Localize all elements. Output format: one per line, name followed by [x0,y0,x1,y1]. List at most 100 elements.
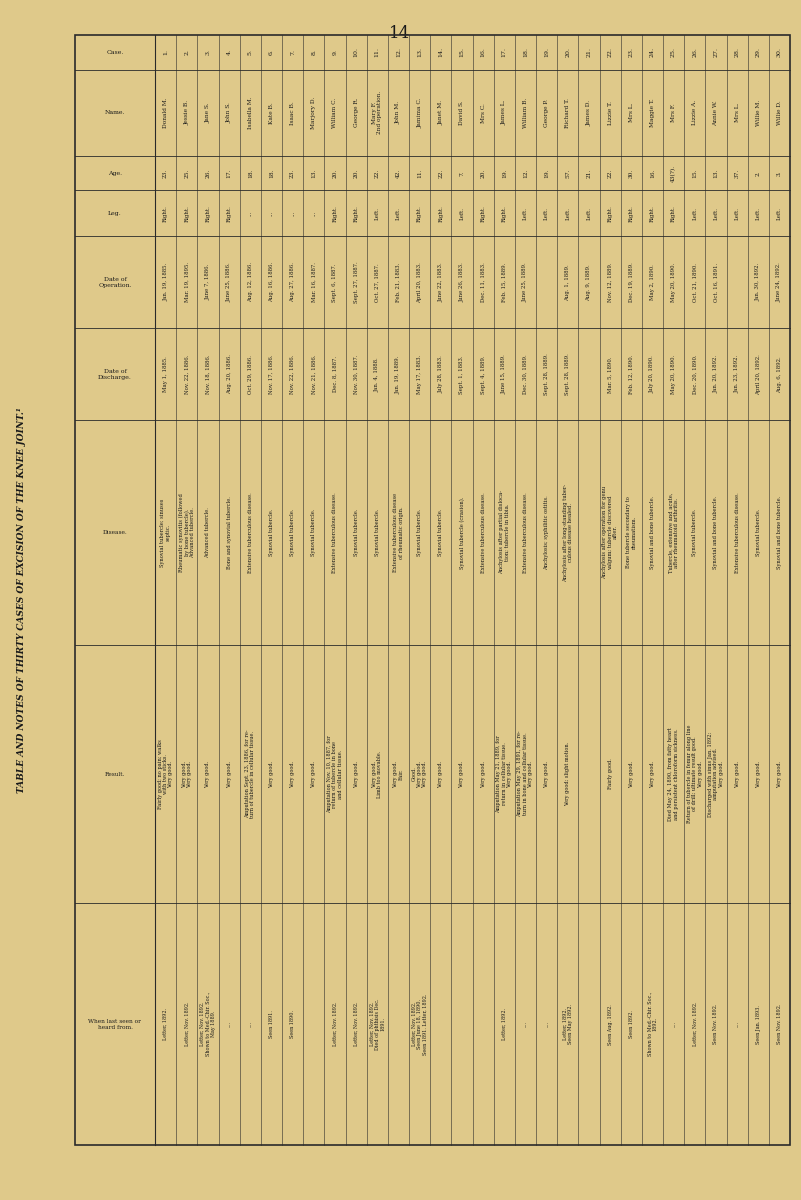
Text: Extensive tuberculous disease.: Extensive tuberculous disease. [332,492,337,572]
Text: Very good.: Very good. [460,761,465,787]
Text: Right.: Right. [629,205,634,222]
Text: Right.: Right. [163,205,168,222]
Text: ...: ... [269,211,274,216]
Text: John M.: John M. [396,101,401,125]
Text: Synovial tubercle (crasion).: Synovial tubercle (crasion). [459,497,465,569]
Text: Letter, Nov. 1892.: Letter, Nov. 1892. [692,1002,697,1046]
Text: Nov. 22, 1886.: Nov. 22, 1886. [290,354,295,394]
Text: June 25, 1889.: June 25, 1889. [523,263,528,302]
Text: 22.: 22. [608,47,613,58]
Text: 24.: 24. [650,47,655,58]
Text: Right.: Right. [671,205,676,222]
Text: 14.: 14. [438,47,443,58]
Text: Right.: Right. [481,205,485,222]
Text: Jan. 23, 1892.: Jan. 23, 1892. [735,355,739,394]
Text: Dec. 20, 1890.: Dec. 20, 1890. [692,354,697,394]
Text: David S.: David S. [460,101,465,125]
Text: 20.: 20. [353,168,359,178]
Text: Feb. 12, 1890.: Feb. 12, 1890. [629,355,634,394]
Text: Dec. 11, 1883.: Dec. 11, 1883. [481,263,485,302]
Text: Mrs C.: Mrs C. [481,103,485,122]
Text: Right.: Right. [184,205,189,222]
Text: Seen Nov. 1892.: Seen Nov. 1892. [714,1004,718,1044]
Text: Letter, Nov. 1892.
Shown to Med.-Chir. Soc.,
May 1889.: Letter, Nov. 1892. Shown to Med.-Chir. S… [200,992,215,1056]
Text: 21.: 21. [586,168,591,178]
Text: 13.: 13. [417,47,422,58]
Text: Right.: Right. [650,205,655,222]
Text: Dec. 8, 1887.: Dec. 8, 1887. [332,356,337,392]
Text: Synovial tubercle.: Synovial tubercle. [353,509,359,556]
Text: Extensive tuberculous disease.: Extensive tuberculous disease. [248,492,253,572]
Text: Seen Nov. 1892.: Seen Nov. 1892. [777,1004,782,1044]
Text: June 26, 1883.: June 26, 1883. [460,263,465,302]
Text: Letter, Nov. 1892.: Letter, Nov. 1892. [332,1002,337,1046]
Text: 11.: 11. [417,168,422,178]
Text: Oct. 16, 1891.: Oct. 16, 1891. [714,263,718,302]
Text: Sept. 28, 1889.: Sept. 28, 1889. [566,353,570,395]
Text: Mrs L.: Mrs L. [629,103,634,122]
Text: Aug. 6, 1892.: Aug. 6, 1892. [777,356,782,392]
Text: Sept. 1, 1883.: Sept. 1, 1883. [460,355,465,394]
Text: 27.: 27. [714,47,718,58]
Text: 10.: 10. [353,47,359,58]
Text: Janet M.: Janet M. [438,100,443,125]
Text: Isaac B.: Isaac B. [290,101,295,125]
Text: Anchylosis after partial disloca-
tion; tubercle in tibia.: Anchylosis after partial disloca- tion; … [499,491,509,575]
Text: Letter, 1892.: Letter, 1892. [163,1008,168,1040]
Text: April 20, 1883.: April 20, 1883. [417,262,422,302]
Text: 28.: 28. [735,47,739,58]
Text: 19.: 19. [501,168,507,178]
Text: June 24, 1892.: June 24, 1892. [777,263,782,302]
Text: Mrs L.: Mrs L. [735,103,739,122]
Text: 25.: 25. [184,168,189,178]
Text: Date of
Operation.: Date of Operation. [99,277,132,288]
Bar [75,35,790,1145]
Text: 17.: 17. [227,168,231,178]
Text: Very good.
Very good.: Very good. Very good. [182,761,192,787]
Text: Mar. 16, 1887.: Mar. 16, 1887. [312,263,316,302]
Text: Seen 1891.: Seen 1891. [269,1010,274,1038]
Text: 25.: 25. [671,47,676,58]
Text: 19.: 19. [544,168,549,178]
Text: Aug. 16, 1886.: Aug. 16, 1886. [269,262,274,302]
Text: Right.: Right. [417,205,422,222]
Text: Aug. 20, 1886.: Aug. 20, 1886. [227,354,231,395]
Text: Marjory D.: Marjory D. [312,96,316,128]
Text: Left.: Left. [523,206,528,220]
Text: Mar. 5, 1890.: Mar. 5, 1890. [608,356,613,392]
Text: ...: ... [248,211,253,216]
Text: April 20, 1892.: April 20, 1892. [756,354,761,395]
Text: 5.: 5. [248,49,253,55]
Text: Jan. 19, 1889.: Jan. 19, 1889. [396,355,401,394]
Text: 16.: 16. [481,47,485,58]
Text: William C.: William C. [332,97,337,127]
Text: Left.: Left. [566,206,570,220]
Text: Synovial tubercle.: Synovial tubercle. [375,509,380,556]
Text: Discharged with sinus Jan. 1892;
amputation advised.
Very good.: Discharged with sinus Jan. 1892; amputat… [708,732,724,817]
Text: Right.: Right. [438,205,443,222]
Text: Letter, Nov. 1892.
Seen June 18, 1890.
Seen 1891. Letter, 1892.: Letter, Nov. 1892. Seen June 18, 1890. S… [412,994,428,1055]
Text: George P.: George P. [544,98,549,127]
Text: ....: .... [523,1021,528,1027]
Text: William B.: William B. [523,97,528,128]
Text: Return of tubercle in femur along line
of drill; ultimate result good.
Very good: Return of tubercle in femur along line o… [686,725,702,823]
Text: Very good.: Very good. [735,761,739,787]
Text: Extensive tuberculous disease.: Extensive tuberculous disease. [523,492,528,572]
Text: 30.: 30. [629,168,634,178]
Text: Nov. 21, 1886.: Nov. 21, 1886. [312,354,316,394]
Text: 6.: 6. [269,49,274,55]
Text: 26.: 26. [692,47,697,58]
Text: Donald M.: Donald M. [163,97,168,128]
Text: Left.: Left. [714,206,718,220]
Text: Synovial tubercle.: Synovial tubercle. [417,509,422,556]
Text: 7.: 7. [460,170,465,176]
Text: Nov. 17, 1886.: Nov. 17, 1886. [269,354,274,394]
Text: Nov. 18, 1886.: Nov. 18, 1886. [205,354,211,394]
Text: Left.: Left. [396,206,401,220]
Text: 18.: 18. [523,47,528,58]
Text: Very good.: Very good. [290,761,295,787]
Text: Fairly good.: Fairly good. [608,758,613,790]
Text: Leg.: Leg. [108,211,122,216]
Text: Very good.: Very good. [312,761,316,787]
Text: Very good.
Fair.: Very good. Fair. [393,761,404,787]
